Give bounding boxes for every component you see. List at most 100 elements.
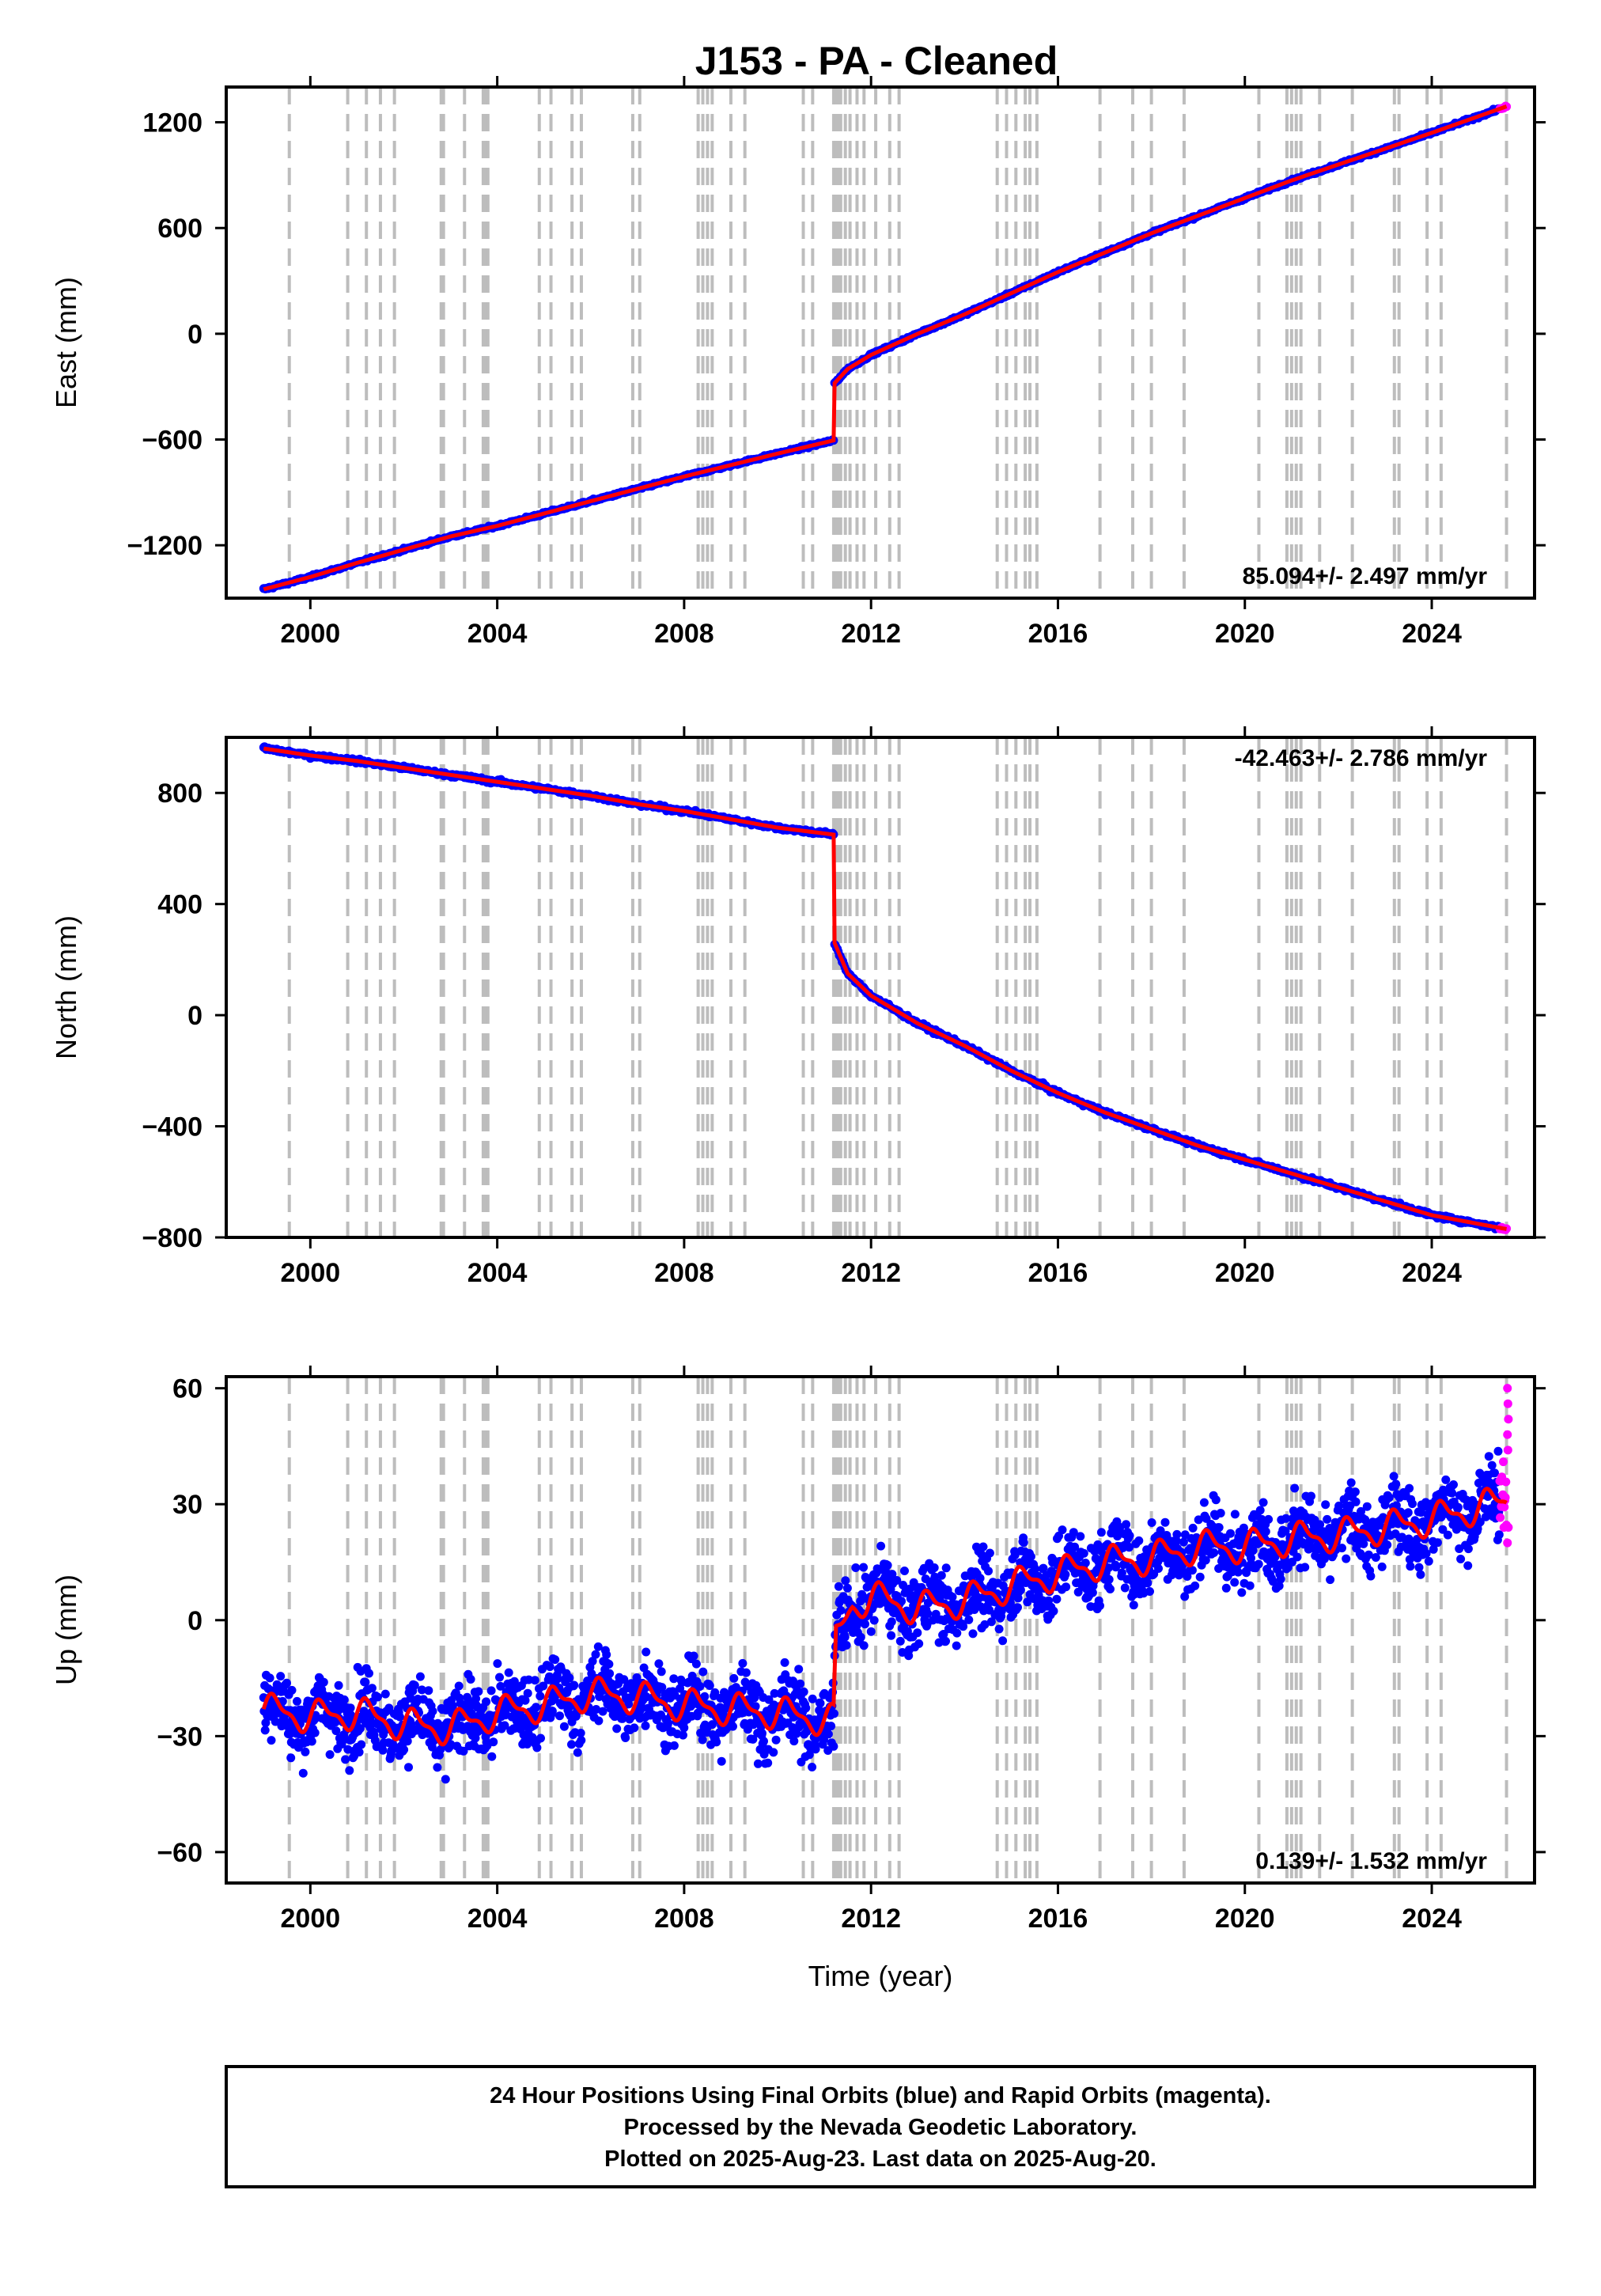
up-final-point	[1230, 1510, 1240, 1519]
up-final-point	[866, 1627, 876, 1636]
up-final-point	[396, 1712, 404, 1722]
up-final-point	[1255, 1506, 1265, 1515]
up-final-point	[1076, 1532, 1085, 1541]
up-final-point	[1258, 1498, 1268, 1507]
up-final-point	[532, 1703, 541, 1712]
up-final-point	[842, 1583, 852, 1593]
up-final-point	[1096, 1601, 1104, 1610]
up-final-point	[948, 1592, 957, 1601]
up-final-point	[1096, 1528, 1106, 1537]
up-final-point	[536, 1692, 545, 1701]
east-xtick-label: 2000	[281, 619, 341, 649]
east-xtick-label: 2008	[654, 619, 714, 649]
up-final-point	[717, 1756, 726, 1766]
north-xtick-label: 2024	[1402, 1258, 1462, 1288]
east-ytick-label: 1200	[142, 108, 202, 138]
up-final-point	[758, 1729, 766, 1738]
up-final-point	[664, 1718, 673, 1728]
east-xtick-label: 2004	[467, 619, 528, 649]
up-final-point	[361, 1677, 370, 1687]
up-final-point	[1264, 1514, 1274, 1524]
up-final-point	[604, 1659, 614, 1669]
up-final-point	[1026, 1552, 1035, 1561]
north-frame	[225, 736, 1536, 1239]
up-final-point	[1019, 1538, 1028, 1548]
up-final-point	[985, 1548, 994, 1558]
up-final-point	[415, 1672, 425, 1681]
up-final-point	[759, 1737, 768, 1746]
up-final-point	[816, 1699, 825, 1708]
up-final-point	[729, 1722, 737, 1731]
up-final-point	[1052, 1594, 1062, 1604]
up-final-point	[1125, 1531, 1134, 1540]
up-final-point	[900, 1567, 909, 1575]
up-final-point	[345, 1766, 354, 1775]
up-final-point	[276, 1672, 286, 1681]
up-final-point	[367, 1684, 377, 1693]
up-final-point	[1261, 1527, 1270, 1536]
up-final-point	[941, 1563, 951, 1573]
up-final-point	[1081, 1559, 1090, 1567]
up-final-point	[267, 1736, 276, 1745]
chart-title: J153 - PA - Cleaned	[695, 39, 1058, 83]
up-final-point	[1293, 1552, 1302, 1562]
north-xtick-label: 2012	[841, 1258, 901, 1288]
up-final-point	[530, 1676, 539, 1685]
up-final-point	[282, 1678, 291, 1688]
up-final-point	[325, 1750, 335, 1760]
up-final-point	[1129, 1601, 1138, 1610]
up-final-point	[573, 1748, 582, 1757]
up-final-point	[612, 1724, 622, 1733]
up-final-point	[365, 1669, 373, 1678]
up-final-point	[555, 1711, 564, 1721]
up-final-point	[1226, 1529, 1235, 1538]
up-final-point	[642, 1647, 651, 1657]
east-panel: 2000 2004 2008 2012 2016 2020 2024−1200−600060…	[50, 76, 1546, 649]
up-final-point	[1079, 1548, 1088, 1558]
up-final-point	[605, 1669, 615, 1678]
up-final-point	[859, 1641, 869, 1650]
up-final-point	[830, 1709, 838, 1718]
east-ytick-label: 0	[187, 320, 202, 350]
up-final-point	[691, 1659, 701, 1669]
up-final-point	[1188, 1523, 1198, 1533]
up-final-point	[811, 1745, 820, 1754]
up-final-point	[829, 1741, 838, 1751]
up-final-point	[474, 1687, 483, 1696]
east-xtick-label: 2016	[1028, 619, 1088, 649]
up-final-point	[729, 1673, 739, 1683]
up-final-point	[265, 1673, 274, 1683]
up-final-point	[486, 1686, 496, 1695]
up-final-point	[1172, 1529, 1182, 1539]
up-final-point	[952, 1641, 961, 1650]
up-final-point	[705, 1681, 714, 1690]
north-xtick-label: 2016	[1028, 1258, 1088, 1288]
up-final-point	[547, 1707, 557, 1716]
up-final-point	[1013, 1603, 1022, 1612]
up-final-point	[841, 1576, 850, 1586]
north-rate-label: -42.463+/- 2.786 mm/yr	[1235, 745, 1488, 771]
up-final-point	[657, 1667, 666, 1677]
up-final-point	[799, 1687, 808, 1696]
up-final-point	[883, 1560, 892, 1570]
up-final-point	[1062, 1582, 1071, 1592]
up-final-point	[998, 1636, 1008, 1646]
up-final-point	[887, 1617, 896, 1627]
up-final-point	[428, 1707, 437, 1716]
up-final-point	[689, 1651, 698, 1661]
up-final-point	[780, 1658, 789, 1667]
up-final-point	[373, 1692, 382, 1702]
up-final-point	[698, 1667, 708, 1677]
up-final-point	[341, 1755, 350, 1764]
up-final-point	[876, 1541, 886, 1551]
up-final-point	[840, 1632, 850, 1642]
up-final-point	[378, 1745, 388, 1755]
up-final-point	[598, 1707, 607, 1716]
up-final-point	[354, 1748, 364, 1757]
east-event-lines	[287, 87, 1508, 598]
up-final-point	[1321, 1500, 1330, 1510]
up-final-point	[695, 1681, 705, 1691]
up-final-point	[941, 1636, 950, 1646]
up-final-point	[1254, 1559, 1263, 1569]
up-final-point	[679, 1730, 687, 1740]
